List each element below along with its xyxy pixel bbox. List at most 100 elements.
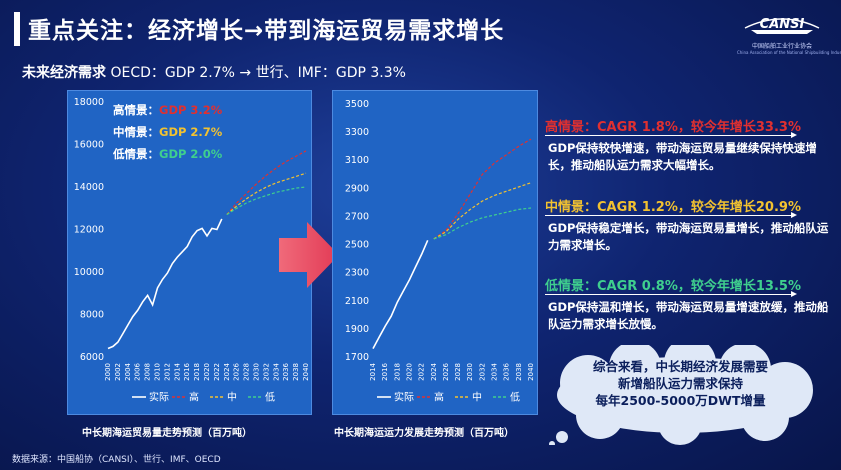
scenario-high-divider: [545, 132, 797, 138]
legend-label-mid: 中: [227, 391, 237, 404]
series-line-actual: [107, 218, 223, 350]
trade-chart-caption: 中长期海运贸易量走势预测（百万吨）: [82, 428, 252, 439]
x-tick-label: 2026: [442, 362, 450, 380]
x-tick-label: 2032: [262, 363, 270, 381]
summary-line-3: 每年2500-5000万DWT增量: [595, 393, 766, 408]
y-tick-label: 3500: [345, 99, 369, 110]
annotation-label: 低情景：: [112, 147, 159, 161]
series-line-high: [226, 150, 307, 215]
x-tick-label: 2040: [527, 363, 535, 381]
legend-label-low: 低: [265, 391, 275, 404]
page-title: 重点关注：经济增长→带到海运贸易需求增长: [28, 18, 505, 44]
logo-subtitle-en: China Association of the National Shipbu…: [737, 50, 841, 55]
annotation-label: 中情景：: [113, 125, 159, 139]
y-tick-label: 1900: [345, 324, 369, 335]
x-tick-label: 2008: [144, 363, 152, 381]
scenario-mid-desc: GDP保持稳定增长，带动海运贸易量增长，推动船队运力需求增长。: [548, 221, 829, 252]
x-tick-label: 2030: [466, 363, 474, 381]
scenario-high-desc: GDP保持较快增速，带动海运贸易量继续保持快速增长，推动船队运力需求大幅增长。: [548, 141, 817, 172]
x-tick-label: 2014: [173, 362, 181, 380]
x-tick-label: 2034: [491, 362, 499, 380]
logo-text: CANSI: [760, 17, 805, 32]
legend-label-mid: 中: [472, 391, 482, 404]
x-tick-label: 2024: [223, 362, 231, 380]
logo-subtitle: 中国船舶工业行业协会: [751, 43, 812, 50]
chart-legend: 实际 高 中 低: [132, 391, 275, 404]
x-tick-label: 2002: [114, 363, 122, 381]
legend-label-high: 高: [189, 391, 199, 404]
y-tick-label: 18000: [74, 97, 104, 108]
x-tick-label: 2006: [134, 362, 142, 380]
x-tick-label: 2022: [418, 363, 426, 381]
title-accent-bar: [14, 12, 20, 46]
x-tick-label: 2016: [183, 362, 191, 380]
subtitle-rest: OECD：GDP 2.7% → 世行、IMF：GDP 3.3%: [110, 65, 406, 81]
y-tick-label: 2500: [345, 240, 369, 251]
x-tick-label: 2024: [430, 362, 438, 380]
scenario-high-head: 高情景：CAGR 1.8%，较今年增长33.3%: [545, 120, 801, 135]
summary-line-1: 综合来看，中长期经济发展需要: [592, 359, 768, 374]
scenario-mid-divider: [545, 212, 797, 218]
x-tick-label: 2036: [503, 362, 511, 380]
x-tick-label: 2018: [193, 363, 201, 381]
annotation-value: GDP 2.0%: [159, 147, 223, 161]
series-line-low: [433, 207, 532, 240]
cansi-logo: CANSI 中国船舶工业行业协会 China Association of th…: [737, 8, 841, 55]
x-tick-label: 2014: [369, 362, 377, 380]
legend-label-actual: 实际: [394, 391, 414, 404]
scenario-annotation: 低情景：GDP 2.0%: [112, 147, 223, 161]
x-tick-label: 2018: [393, 363, 401, 381]
y-tick-label: 2900: [345, 183, 369, 194]
right-arrow-icon: [279, 222, 339, 288]
x-tick-label: 2040: [302, 363, 310, 381]
y-tick-label: 3100: [345, 155, 369, 166]
subtitle-bold: 未来经济需求: [22, 65, 106, 81]
series-line-high: [433, 138, 532, 240]
x-tick-label: 2038: [292, 363, 300, 381]
x-tick-label: 2020: [203, 363, 211, 381]
capacity-chart-panel: 1700 1900 2100 2300 2500 2700 2900 3100 3300 3500…: [332, 90, 538, 415]
annotation-value: GDP 3.2%: [159, 103, 223, 117]
x-tick-label: 2004: [124, 362, 132, 380]
series-line-mid: [433, 182, 532, 240]
x-tick-label: 2028: [243, 363, 251, 381]
summary-line-2: 新增船队运力需求保持: [617, 376, 743, 391]
scenario-annotation: 高情景：GDP 3.2%: [113, 103, 223, 117]
scenario-low-desc: GDP保持温和增长，带动海运贸易量增速放缓，推动船队运力需求增长放慢。: [548, 300, 829, 331]
legend-label-low: 低: [510, 391, 520, 404]
y-tick-label: 8000: [80, 310, 104, 321]
x-tick-label: 2028: [454, 363, 462, 381]
scenario-low-head: 低情景：CAGR 0.8%，较今年增长13.5%: [545, 279, 801, 294]
x-tick-label: 2026: [233, 362, 241, 380]
x-tick-label: 2032: [478, 363, 486, 381]
x-tick-label: 2016: [381, 362, 389, 380]
scenario-annotation: 中情景：GDP 2.7%: [113, 125, 223, 139]
y-tick-label: 10000: [74, 267, 104, 278]
y-tick-label: 2700: [345, 211, 369, 222]
x-tick-label: 2010: [154, 363, 162, 381]
x-tick-label: 2030: [253, 363, 261, 381]
series-line-low: [226, 186, 307, 216]
annotation-value: GDP 2.7%: [159, 125, 223, 139]
x-tick-label: 2000: [104, 363, 112, 381]
y-tick-label: 2300: [345, 268, 369, 279]
y-tick-label: 12000: [74, 225, 104, 236]
legend-label-actual: 实际: [149, 391, 169, 404]
series-line-mid: [226, 172, 307, 216]
annotation-label: 高情景：: [113, 103, 159, 117]
y-tick-label: 1700: [345, 352, 369, 363]
capacity-chart-caption: 中长期海运运力发展走势预测（百万吨）: [334, 428, 514, 439]
x-tick-label: 2034: [272, 362, 280, 380]
y-tick-label: 3300: [345, 127, 369, 138]
x-tick-label: 2012: [163, 363, 171, 381]
trade-chart-panel: 6000 8000 10000 12000 14000 16000 18000 2000 200…: [67, 90, 312, 415]
y-tick-label: 14000: [74, 182, 104, 193]
scenario-mid-head: 中情景：CAGR 1.2%，较今年增长20.9%: [545, 200, 801, 215]
ship-emblem-icon: CANSI: [744, 17, 820, 34]
fleet-capacity-chart: 1700 1900 2100 2300 2500 2700 2900 3100 3300 3500…: [345, 99, 535, 404]
data-source: 数据来源：中国船协（CANSI）、世行、IMF、OECD: [12, 455, 221, 465]
y-tick-label: 6000: [80, 352, 104, 363]
x-tick-label: 2036: [282, 362, 290, 380]
subtitle: 未来经济需求 OECD：GDP 2.7% → 世行、IMF：GDP 3.3%: [22, 62, 406, 82]
x-tick-label: 2038: [515, 363, 523, 381]
